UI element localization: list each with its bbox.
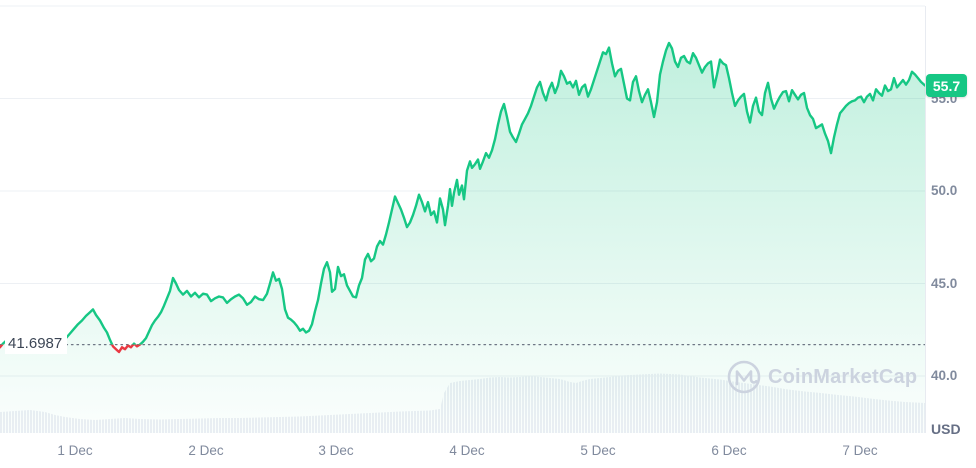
x-axis-label-5dec: 5 Dec <box>580 443 616 458</box>
x-axis-label-3dec: 3 Dec <box>318 443 354 458</box>
x-axis-label-2dec: 2 Dec <box>188 443 224 458</box>
coinmarketcap-logo-icon <box>727 360 761 394</box>
price-area-fill <box>0 43 925 433</box>
y-axis-label-40: 40.0 <box>931 368 958 383</box>
x-axis-label-6dec: 6 Dec <box>711 443 747 458</box>
current-price-badge: 55.7 <box>926 74 967 97</box>
y-axis-label-45: 45.0 <box>931 275 958 291</box>
open-price-label: 41.6987 <box>5 334 68 355</box>
price-line-above-open <box>0 41 926 345</box>
x-axis-label-1dec: 1 Dec <box>57 443 93 458</box>
y-axis-label-50: 50.0 <box>931 183 958 198</box>
x-axis-label-7dec: 7 Dec <box>842 443 878 458</box>
y-axis-unit-label: USD <box>931 421 961 437</box>
watermark-text: CoinMarketCap <box>768 365 918 388</box>
x-axis-label-4dec: 4 Dec <box>449 443 485 458</box>
coinmarketcap-watermark: CoinMarketCap <box>727 360 917 394</box>
